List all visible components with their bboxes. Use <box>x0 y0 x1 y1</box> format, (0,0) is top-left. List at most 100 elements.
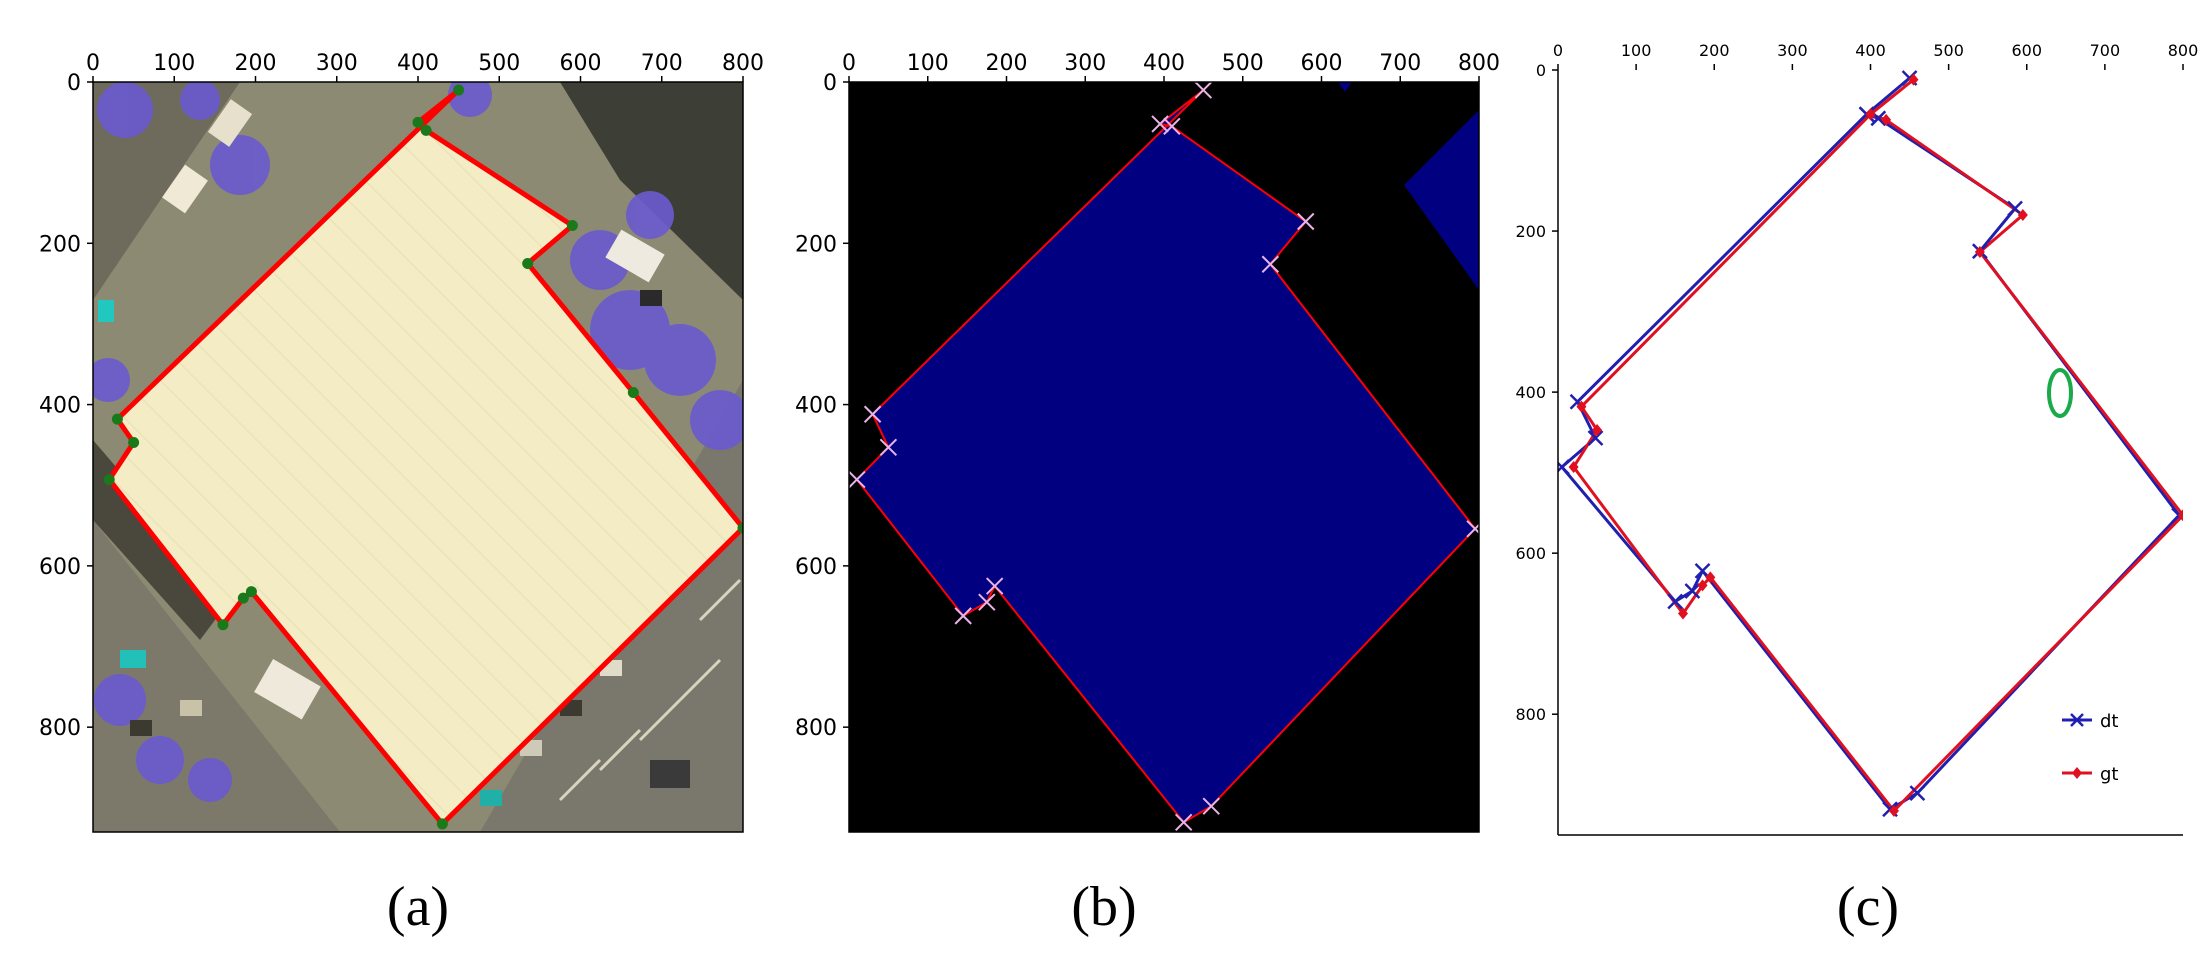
gt-marker <box>1908 73 1919 86</box>
vertex-dot <box>522 257 534 269</box>
roof-texture <box>109 90 743 824</box>
y-tick-label: 200 <box>795 232 837 257</box>
gt-marker <box>1974 245 1985 258</box>
panel-b: 0 100 200 300 400 500 600 700 800 0200400600800 … <box>795 51 1500 938</box>
y-tick-label: 400 <box>1515 383 1546 402</box>
y-tick-label: 200 <box>39 232 81 257</box>
series-gt-markers <box>1568 73 2183 817</box>
vertex-cross <box>1202 797 1220 815</box>
dt-marker <box>1587 430 1604 446</box>
gt-marker <box>2178 509 2183 522</box>
vertex-dot <box>566 220 578 232</box>
y-tick-labels: 0 200 400 600 800 <box>795 71 849 741</box>
x-tick-label: 600 <box>560 51 602 76</box>
panel-a: 0 100 200 300 400 500 600 700 800 0200400600800 … <box>39 51 764 938</box>
y-tick-label: 400 <box>39 394 81 419</box>
dt-marker <box>1909 785 1926 802</box>
gt-marker <box>1865 108 1876 121</box>
x-tick-label: 800 <box>1458 51 1500 76</box>
x-tick-labels: 0 100 200 300 400 500 600 700 800 <box>1553 41 2198 70</box>
vertex-cross <box>863 405 882 423</box>
gt-marker <box>1678 607 1688 620</box>
vertex-dot <box>217 619 229 631</box>
shadow-area <box>560 82 743 300</box>
y-tick-label: 0 <box>67 71 81 96</box>
highlight-ellipse <box>2047 368 2073 418</box>
y-tick-label: 400 <box>795 394 837 419</box>
caption-b: (b) <box>1071 876 1136 938</box>
gt-marker <box>1881 113 1892 126</box>
gt-marker <box>1568 460 1579 473</box>
x-tick-label: 200 <box>1699 41 1730 60</box>
gt-marker <box>2017 208 2028 221</box>
legend-dt-marker <box>2070 713 2084 727</box>
x-tick-label: 700 <box>2090 41 2121 60</box>
x-tick-label: 500 <box>478 51 520 76</box>
y-tick-label: 0 <box>823 71 837 96</box>
dt-marker <box>1558 459 1570 475</box>
legend-dt-label: dt <box>2100 711 2118 732</box>
vertex-dot <box>111 413 123 425</box>
x-tick-labels: 0 100 200 300 400 500 600 700 800 <box>86 51 764 82</box>
x-tick-label: 0 <box>842 51 856 76</box>
y-tick-labels: 0 200 400 600 800 <box>39 71 93 741</box>
y-tick-label: 800 <box>1515 705 1546 724</box>
vertex-cross <box>1163 117 1181 136</box>
vertex-cross <box>849 470 866 489</box>
vertex-dot <box>737 522 743 534</box>
gt-marker <box>1592 423 1603 436</box>
legend-gt-label: gt <box>2100 764 2118 785</box>
gt-marker <box>1576 400 1587 413</box>
x-tick-label: 300 <box>1777 41 1808 60</box>
x-tick-label: 300 <box>1064 51 1106 76</box>
y-tick-label: 800 <box>39 716 81 741</box>
vertex-cross <box>1466 520 1479 538</box>
x-tick-label: 300 <box>316 51 358 76</box>
y-tick-label: 600 <box>1515 544 1546 563</box>
vertex-cross <box>879 438 898 457</box>
x-tick-label: 700 <box>1379 51 1421 76</box>
x-tick-label: 600 <box>2011 41 2042 60</box>
dt-marker <box>1684 583 1701 599</box>
aerial-image <box>93 82 743 832</box>
vertex-markers <box>103 84 743 830</box>
plot-area <box>1558 70 2183 835</box>
x-tick-label: 100 <box>1621 41 1652 60</box>
vertex-cross <box>954 607 972 625</box>
x-tick-labels: 0 100 200 300 400 500 600 700 800 <box>842 51 1500 82</box>
vertex-dot <box>453 84 465 96</box>
x-tick-label: 0 <box>86 51 100 76</box>
legend-gt-marker <box>2072 767 2082 779</box>
gt-marker <box>1705 571 1716 584</box>
y-tick-label: 600 <box>39 555 81 580</box>
x-tick-label: 500 <box>1222 51 1264 76</box>
vertex-cross <box>1261 255 1280 273</box>
x-tick-label: 100 <box>907 51 949 76</box>
x-tick-label: 0 <box>1553 41 1563 60</box>
x-tick-label: 400 <box>397 51 439 76</box>
vertex-cross <box>1174 813 1193 832</box>
vertex-dot <box>245 586 257 598</box>
gt-marker <box>1697 579 1708 592</box>
vertex-crosses <box>849 82 1479 832</box>
vertex-dot <box>128 436 140 448</box>
vertex-dot <box>237 592 249 604</box>
x-tick-label: 500 <box>1933 41 1964 60</box>
caption-c: (c) <box>1837 876 1899 938</box>
y-tick-label: 0 <box>1536 61 1546 80</box>
vehicles <box>98 99 690 806</box>
vertex-cross <box>985 577 1004 595</box>
x-tick-label: 800 <box>722 51 764 76</box>
vertex-dot <box>420 124 432 136</box>
y-tick-labels: 0 200 400 600 800 <box>1515 61 1558 724</box>
mask-fragment <box>1338 82 1352 92</box>
y-tick-label: 800 <box>795 716 837 741</box>
panel-c: 0 100 200 300 400 500 600 700 800 0200400600800 … <box>1515 41 2198 938</box>
trees <box>93 82 743 802</box>
vertex-dot <box>627 386 639 398</box>
x-tick-label: 700 <box>641 51 683 76</box>
mask-fragment <box>1404 110 1479 290</box>
x-tick-label: 400 <box>1855 41 1886 60</box>
vertex-dot <box>412 116 424 128</box>
